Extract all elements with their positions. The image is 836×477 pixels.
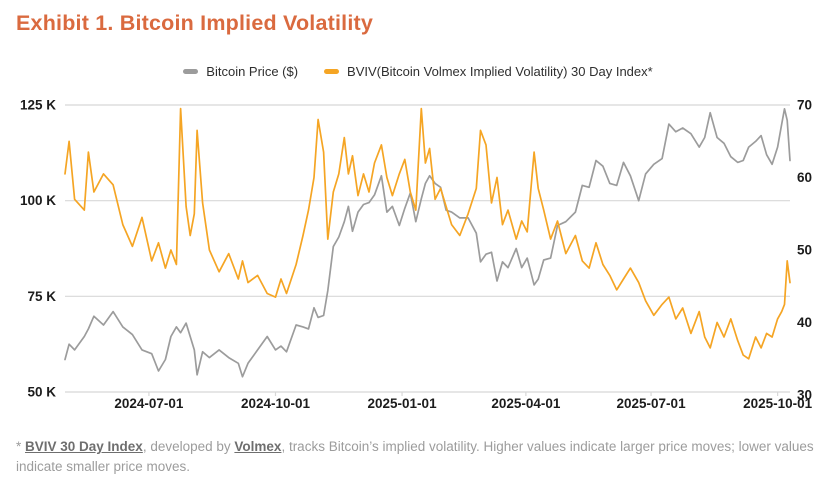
footnote-text-0: * — [16, 439, 26, 454]
footnote-text-2: , developed by — [142, 439, 235, 454]
chart-legend: Bitcoin Price ($) BVIV(Bitcoin Volmex Im… — [0, 64, 836, 79]
y-axis-tick-left: 75 K — [27, 289, 56, 304]
footnote: * BVIV 30 Day Index, developed by Volmex… — [16, 437, 822, 476]
x-axis-tick: 2024-10-01 — [241, 396, 311, 411]
y-axis-tick-right: 70 — [797, 98, 812, 113]
x-axis-tick: 2025-07-01 — [617, 396, 687, 411]
bitcoin-price-legend-swatch — [183, 69, 199, 74]
y-axis-tick-left: 100 K — [20, 193, 56, 208]
x-axis-tick: 2025-04-01 — [491, 396, 561, 411]
footnote-link-bviv-30-day-index[interactable]: BVIV 30 Day Index — [25, 439, 143, 454]
bviv-legend-label: BVIV(Bitcoin Volmex Implied Volatility) … — [347, 64, 653, 79]
footnote-link-volmex[interactable]: Volmex — [234, 439, 282, 454]
legend-item-bviv: BVIV(Bitcoin Volmex Implied Volatility) … — [324, 64, 653, 79]
bviv-legend-swatch — [324, 69, 340, 74]
legend-item-bitcoin-price: Bitcoin Price ($) — [183, 64, 298, 79]
price-volatility-chart: 125 K 100 K 75 K 50 K 70 60 50 40 30 2024-07-01 20… — [20, 98, 813, 412]
bviv-index-line — [64, 107, 791, 360]
y-axis-tick-left: 50 K — [27, 385, 56, 400]
bitcoin-price-legend-label: Bitcoin Price ($) — [206, 64, 299, 79]
bitcoin-price-line — [64, 107, 791, 378]
x-axis-tick: 2024-07-01 — [114, 396, 184, 411]
y-axis-tick-right: 30 — [797, 388, 812, 403]
y-axis-tick-right: 50 — [797, 243, 812, 258]
y-axis-tick-right: 60 — [797, 170, 812, 185]
y-axis-tick-right: 40 — [797, 315, 812, 330]
y-axis-tick-left: 125 K — [20, 98, 56, 113]
x-axis-tick: 2025-10-01 — [743, 396, 813, 411]
footnote-text-4: , tracks Bitcoin’s implied volatility. H… — [16, 439, 814, 474]
x-axis-tick: 2025-01-01 — [368, 396, 438, 411]
exhibit-title: Exhibit 1. Bitcoin Implied Volatility — [16, 11, 374, 35]
